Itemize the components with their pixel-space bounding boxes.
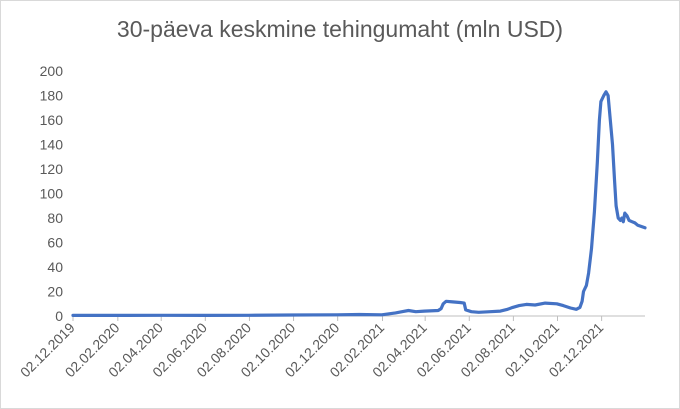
y-tick-label: 80 xyxy=(47,210,63,226)
y-tick-label: 200 xyxy=(40,63,64,79)
y-tick-label: 40 xyxy=(47,259,63,275)
y-tick-label: 160 xyxy=(40,112,64,128)
y-tick-label: 20 xyxy=(47,284,63,300)
y-axis-ticks: 0 20 40 60 80 100 120 140 160 180 200 xyxy=(40,63,64,324)
series-line xyxy=(71,90,647,317)
x-axis-ticks: 02.12.201902.02.202002.04.202002.06.2020… xyxy=(17,316,606,380)
y-tick-label: 60 xyxy=(47,235,63,251)
y-tick-label: 100 xyxy=(40,186,64,202)
y-tick-label: 120 xyxy=(40,161,64,177)
y-tick-label: 0 xyxy=(55,308,63,324)
y-tick-label: 140 xyxy=(40,137,64,153)
chart-title: 30-päeva keskmine tehingumaht (mln USD) xyxy=(116,16,564,42)
y-tick-label: 180 xyxy=(40,88,64,104)
